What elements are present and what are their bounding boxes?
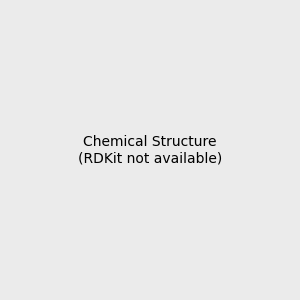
Text: Chemical Structure
(RDKit not available): Chemical Structure (RDKit not available) xyxy=(78,135,222,165)
